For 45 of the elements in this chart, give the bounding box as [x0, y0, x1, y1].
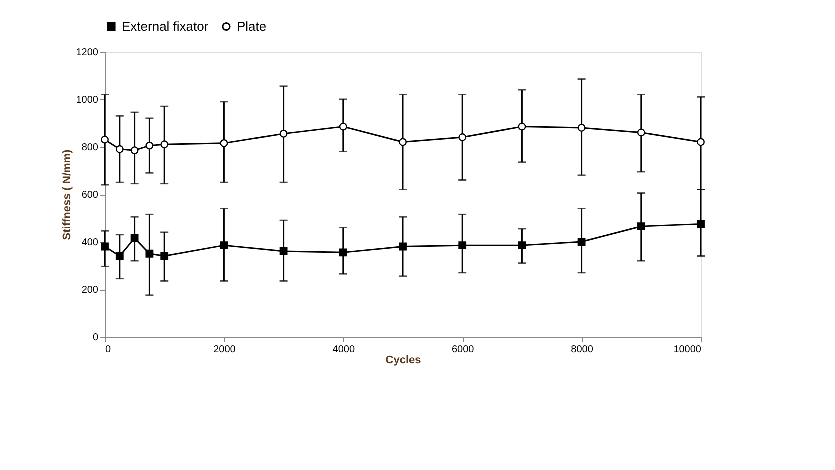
- x-tick-label: 4000: [332, 344, 356, 356]
- x-axis-title: Cycles: [386, 354, 422, 366]
- point: [458, 242, 467, 250]
- y-axis-title: Stiffness ( N/mm): [61, 149, 74, 240]
- point: [578, 124, 586, 132]
- point: [220, 139, 228, 148]
- point: [280, 130, 288, 138]
- point: [339, 248, 348, 257]
- point: [578, 238, 586, 246]
- point: [518, 122, 526, 131]
- y-tick-label: 0: [92, 332, 99, 344]
- legend-label: External fixator: [122, 18, 210, 34]
- legend-label: Plate: [237, 18, 267, 34]
- x-tick-label: 10000: [674, 344, 702, 356]
- point: [101, 242, 109, 251]
- point: [146, 250, 154, 258]
- y-tick-label: 800: [82, 142, 99, 154]
- point: [116, 252, 124, 260]
- x-tick-label: 0: [106, 344, 112, 356]
- point: [280, 248, 288, 256]
- point: [116, 145, 124, 154]
- point: [339, 122, 348, 131]
- point: [101, 136, 109, 144]
- point: [220, 242, 228, 250]
- point: [697, 138, 705, 146]
- point: [130, 234, 139, 242]
- point: [697, 220, 705, 228]
- point: [160, 140, 169, 149]
- point: [160, 252, 169, 260]
- y-tick-label: 1200: [76, 48, 99, 58]
- y-tick-label: 200: [82, 285, 99, 296]
- x-tick-label: 2000: [214, 344, 236, 356]
- y-tick-label: 600: [82, 190, 99, 201]
- y-tick-label: 400: [82, 238, 99, 248]
- y-tick-label: 1000: [76, 95, 99, 106]
- point: [399, 138, 407, 146]
- point: [637, 222, 646, 231]
- x-tick-label: 6000: [452, 344, 475, 356]
- point: [146, 142, 154, 150]
- point: [458, 134, 467, 142]
- point: [518, 242, 526, 250]
- point: [637, 128, 646, 137]
- x-tick-label: 8000: [571, 344, 594, 356]
- point: [130, 146, 139, 155]
- point: [399, 242, 407, 251]
